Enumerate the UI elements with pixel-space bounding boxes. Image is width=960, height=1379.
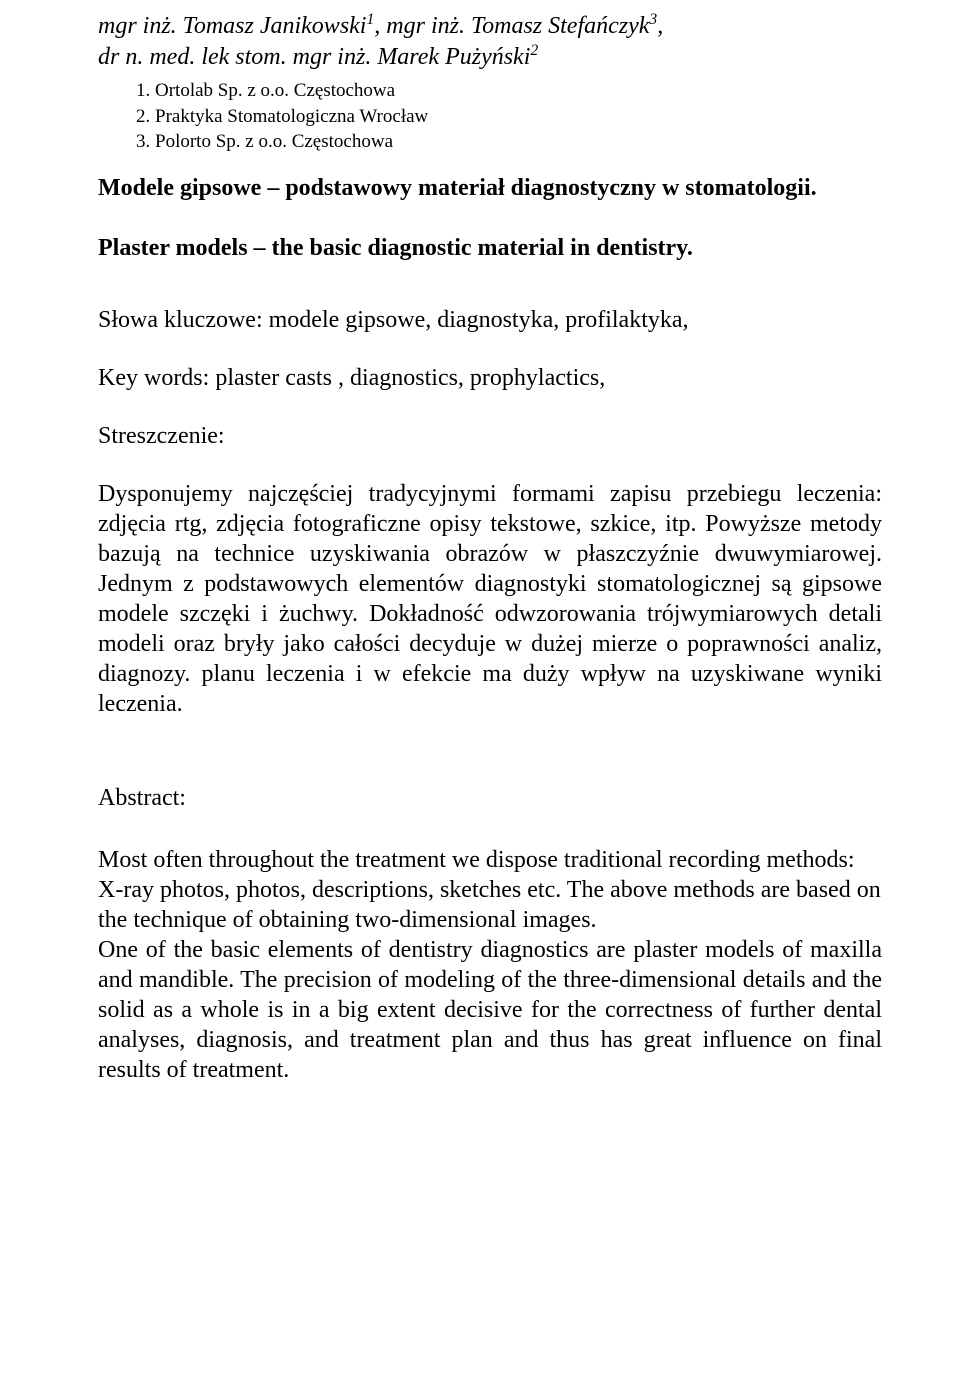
affiliations-block: 1. Ortolab Sp. z o.o. Częstochowa 2. Pra… (136, 78, 882, 155)
affiliation-1: 1. Ortolab Sp. z o.o. Częstochowa (136, 78, 882, 104)
heading-streszczenie: Streszczenie: (98, 421, 882, 451)
title-english: Plaster models – the basic diagnostic ma… (98, 233, 882, 263)
keywords-english: Key words: plaster casts , diagnostics, … (98, 363, 882, 393)
authors-block: mgr inż. Tomasz Janikowski1, mgr inż. To… (98, 10, 882, 72)
author-2: mgr inż. Tomasz Stefańczyk (386, 13, 649, 39)
author-3-sup: 2 (530, 42, 538, 59)
title-polish: Modele gipsowe – podstawowy materiał dia… (98, 173, 882, 203)
keywords-polish: Słowa kluczowe: modele gipsowe, diagnost… (98, 305, 882, 335)
author-3: dr n. med. lek stom. mgr inż. Marek Puży… (98, 44, 530, 70)
affiliation-2: 2. Praktyka Stomatologiczna Wrocław (136, 104, 882, 130)
sep: , (374, 13, 386, 39)
abstract-en-p2: One of the basic elements of dentistry d… (98, 935, 882, 1085)
affiliation-3: 3. Polorto Sp. z o.o. Częstochowa (136, 129, 882, 155)
author-1: mgr inż. Tomasz Janikowski (98, 13, 366, 39)
abstract-en-p1: Most often throughout the treatment we d… (98, 845, 882, 935)
abstract-english: Most often throughout the treatment we d… (98, 845, 882, 1085)
sep: , (657, 13, 663, 39)
abstract-polish: Dysponujemy najczęściej tradycyjnymi for… (98, 479, 882, 719)
heading-abstract: Abstract: (98, 783, 882, 813)
